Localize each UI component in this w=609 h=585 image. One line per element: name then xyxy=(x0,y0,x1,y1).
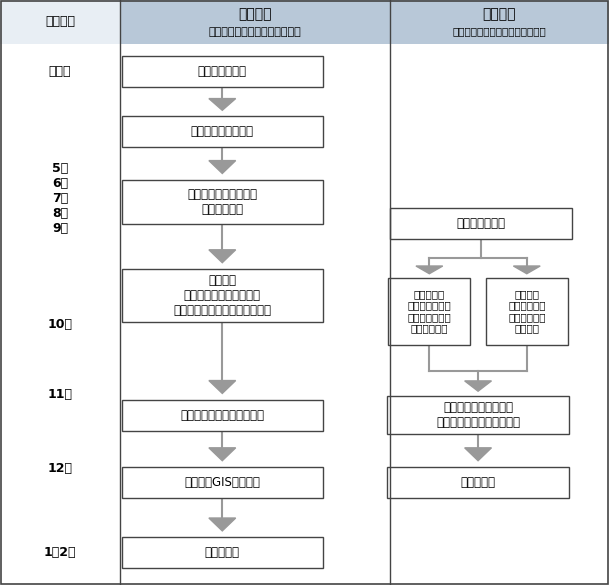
Text: 植生図のGISデータ化: 植生図のGISデータ化 xyxy=(185,476,260,489)
Bar xyxy=(122,467,323,498)
Polygon shape xyxy=(209,160,236,173)
Polygon shape xyxy=(209,98,236,110)
Text: 植生区分モデルの構築
植生区分モデルによる分類: 植生区分モデルの構築 植生区分モデルによる分類 xyxy=(436,401,520,429)
Polygon shape xyxy=(513,266,540,274)
Text: 衛星画像を用いた植生図作成手法: 衛星画像を用いた植生図作成手法 xyxy=(452,26,546,37)
Bar xyxy=(122,400,323,431)
Bar xyxy=(122,180,323,223)
Text: 衛星画像の取得: 衛星画像の取得 xyxy=(457,217,505,230)
Text: 航空写真のオルソ化: 航空写真のオルソ化 xyxy=(191,125,254,138)
Bar xyxy=(486,277,568,345)
Bar xyxy=(122,269,323,322)
Bar xyxy=(122,116,323,147)
Text: 前年度: 前年度 xyxy=(49,65,71,78)
Polygon shape xyxy=(465,448,491,461)
Text: 植生判読図への加筆・修正: 植生判読図への加筆・修正 xyxy=(180,409,264,422)
Polygon shape xyxy=(209,250,236,263)
Polygon shape xyxy=(209,518,236,531)
Text: 1～2月: 1～2月 xyxy=(44,546,76,559)
Text: 11月: 11月 xyxy=(48,388,72,401)
Bar xyxy=(390,208,572,239)
Text: 従来手法: 従来手法 xyxy=(238,7,272,21)
Text: 植生図完成: 植生図完成 xyxy=(460,476,496,489)
Text: 植生図完成: 植生図完成 xyxy=(205,546,240,559)
Bar xyxy=(387,467,569,498)
Polygon shape xyxy=(416,266,443,274)
Polygon shape xyxy=(209,448,236,461)
Text: 実施時期: 実施時期 xyxy=(45,15,75,29)
Text: 衛星画像の
オブジェクトベ
ース分類による
判読図の作成: 衛星画像の オブジェクトベ ース分類による 判読図の作成 xyxy=(407,289,451,333)
Bar xyxy=(120,0,390,44)
Bar xyxy=(389,277,470,345)
Bar xyxy=(0,0,120,44)
Text: 現地調査
（調査範囲で
のサンプリン
グ調査）: 現地調査 （調査範囲で のサンプリン グ調査） xyxy=(508,289,546,333)
Text: 河川水辺の国勢調査マニュアル: 河川水辺の国勢調査マニュアル xyxy=(208,26,301,37)
Bar xyxy=(122,56,323,87)
Text: 5月
6月
7月
8月
9月: 5月 6月 7月 8月 9月 xyxy=(52,163,68,235)
Bar xyxy=(387,397,569,434)
Text: 現地調査
（調査範囲の全域調査）
（この期間の中で調査を実施）: 現地調査 （調査範囲の全域調査） （この期間の中で調査を実施） xyxy=(174,274,271,317)
Polygon shape xyxy=(209,380,236,393)
Bar xyxy=(122,537,323,569)
Polygon shape xyxy=(465,381,491,391)
Text: 12月: 12月 xyxy=(48,462,72,474)
Text: 提案手法: 提案手法 xyxy=(482,7,516,21)
Text: 航空写真の判読による
判読図の作成: 航空写真の判読による 判読図の作成 xyxy=(188,188,257,216)
Bar xyxy=(390,0,609,44)
Text: 航空写真の撮影: 航空写真の撮影 xyxy=(198,65,247,78)
Text: 10月: 10月 xyxy=(48,318,72,331)
